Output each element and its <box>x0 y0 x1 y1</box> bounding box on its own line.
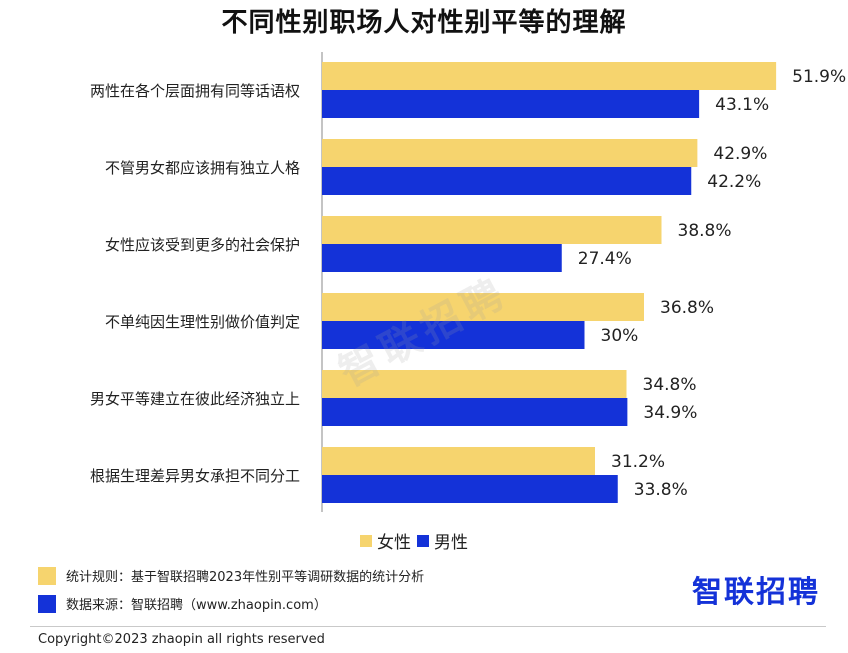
data-label-male: 34.9% <box>643 403 697 423</box>
bar-female <box>322 62 777 90</box>
bar-female <box>322 216 662 244</box>
bar-male <box>322 244 562 272</box>
category-label: 两性在各个层面拥有同等话语权 <box>90 82 300 100</box>
brand-logo: 智联招聘 <box>692 575 820 610</box>
data-label-male: 27.4% <box>578 249 632 269</box>
footnote-text: 数据来源：智联招聘（www.zhaopin.com） <box>66 598 327 613</box>
category-label: 不管男女都应该拥有独立人格 <box>105 159 300 177</box>
data-label-female: 34.8% <box>643 375 697 395</box>
legend-swatch-female <box>360 534 372 547</box>
legend-label-female: 女性 <box>377 533 411 553</box>
data-label-male: 42.2% <box>707 172 761 192</box>
legend-swatch-male <box>417 534 429 547</box>
category-label: 不单纯因生理性别做价值判定 <box>105 313 300 331</box>
category-label: 根据生理差异男女承担不同分工 <box>90 467 300 485</box>
data-label-female: 36.8% <box>660 298 714 318</box>
footnote-marker <box>38 594 56 613</box>
bar-female <box>322 370 627 398</box>
footnote-text: 统计规则：基于智联招聘2023年性别平等调研数据的统计分析 <box>66 570 425 585</box>
category-label: 女性应该受到更多的社会保护 <box>105 236 300 254</box>
bar-female <box>322 293 644 321</box>
bar-male <box>322 321 585 349</box>
category-label: 男女平等建立在彼此经济独立上 <box>90 390 300 408</box>
divider <box>30 626 826 627</box>
bar-male <box>322 167 692 195</box>
chart-legend: 女性 男性 <box>360 528 474 553</box>
footnote-data-source: 数据来源：智联招聘（www.zhaopin.com） <box>38 594 327 613</box>
data-label-female: 42.9% <box>713 144 767 164</box>
data-label-male: 43.1% <box>715 95 769 115</box>
chart-title: 不同性别职场人对性别平等的理解 <box>221 8 627 38</box>
footnote-marker <box>38 566 56 585</box>
bar-male <box>322 90 700 118</box>
bar-male <box>322 398 628 426</box>
bar-female <box>322 139 698 167</box>
legend-item-male: 男性 <box>417 528 468 553</box>
copyright-text: Copyright©2023 zhaopin all rights reserv… <box>38 632 325 647</box>
data-label-male: 30% <box>601 326 639 346</box>
data-label-female: 31.2% <box>611 452 665 472</box>
data-label-female: 51.9% <box>792 67 846 87</box>
bar-chart: 两性在各个层面拥有同等话语权 51.9% 43.1% 不管男女都应该拥有独立人格 42.… <box>90 52 846 512</box>
legend-item-female: 女性 <box>360 528 411 553</box>
data-label-female: 38.8% <box>678 221 732 241</box>
bar-female <box>322 447 595 475</box>
legend-label-male: 男性 <box>434 533 468 553</box>
data-label-male: 33.8% <box>634 480 688 500</box>
bar-male <box>322 475 618 503</box>
footnote-stat-rule: 统计规则：基于智联招聘2023年性别平等调研数据的统计分析 <box>38 566 424 585</box>
